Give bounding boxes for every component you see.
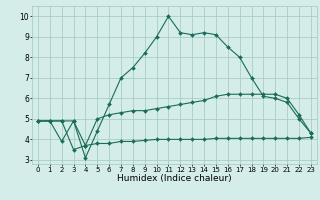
X-axis label: Humidex (Indice chaleur): Humidex (Indice chaleur)	[117, 174, 232, 183]
